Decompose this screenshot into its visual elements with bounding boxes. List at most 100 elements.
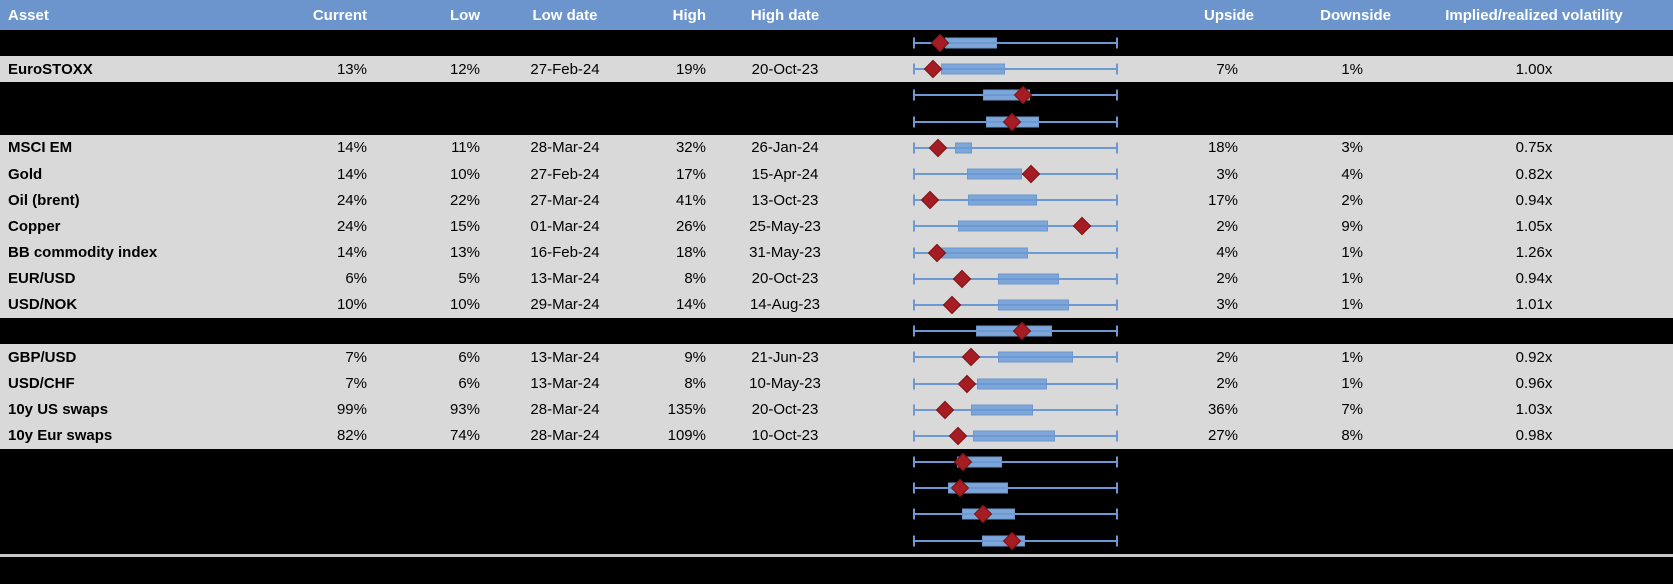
upside-cell: 2%	[1216, 218, 1238, 234]
table-header: Asset Current Low Low date High High dat…	[0, 0, 1673, 30]
low-date-cell: 27-Feb-24	[530, 61, 600, 77]
whisker-cap-left	[913, 273, 915, 285]
table-row	[0, 527, 1673, 554]
table-row: USD/CHF 7% 6% 13-Mar-24 8% 10-May-23 2% …	[0, 370, 1673, 397]
boxplot-cell	[858, 266, 1160, 292]
boxplot	[913, 135, 1118, 161]
asset-cell: GBP/USD	[8, 349, 77, 365]
implied-realized-cell: 0.82x	[1515, 166, 1553, 182]
asset-cell: EUR/USD	[8, 271, 76, 287]
boxplot	[913, 266, 1118, 292]
downside-cell: 4%	[1341, 166, 1363, 182]
current-cell: 14%	[336, 245, 367, 261]
boxplot	[913, 30, 1118, 56]
whisker-line	[913, 146, 1118, 149]
whisker-line	[913, 173, 1118, 176]
asset-cell: USD/NOK	[8, 297, 78, 313]
table-row	[0, 501, 1673, 528]
low-cell: 11%	[451, 140, 480, 156]
header-low: Low	[450, 7, 480, 23]
header-asset: Asset	[8, 7, 49, 23]
asset-cell: Oil (brent)	[8, 192, 80, 208]
high-cell: 8%	[684, 271, 706, 287]
boxplot	[913, 161, 1118, 187]
current-marker-icon	[952, 269, 972, 288]
table-row: MSCI EM 14% 11% 28-Mar-24 32% 26-Jan-24 …	[0, 134, 1673, 161]
low-date-cell: 13-Mar-24	[530, 271, 600, 287]
whisker-cap-right	[1116, 430, 1118, 442]
current-marker-icon	[948, 426, 968, 446]
table-row	[0, 82, 1673, 109]
implied-realized-cell: 0.92x	[1515, 349, 1553, 365]
table-row	[0, 30, 1673, 57]
current-cell: 99%	[336, 402, 367, 418]
whisker-cap-left	[913, 247, 915, 259]
boxplot	[913, 370, 1118, 396]
boxplot	[913, 528, 1118, 554]
whisker-cap-left	[913, 351, 915, 363]
table-row	[0, 475, 1673, 502]
whisker-cap-right	[1116, 351, 1118, 363]
boxplot-cell	[858, 213, 1160, 239]
current-marker-icon	[957, 374, 977, 393]
implied-realized-cell: 1.01x	[1515, 297, 1553, 313]
table-row: Gold 14% 10% 27-Feb-24 17% 15-Apr-24 3% …	[0, 160, 1673, 188]
low-cell: 12%	[449, 61, 480, 77]
downside-cell: 1%	[1341, 297, 1363, 313]
low-cell: 6%	[458, 376, 480, 392]
downside-cell: 9%	[1341, 218, 1363, 234]
whisker-line	[913, 382, 1118, 385]
boxplot-cell	[858, 187, 1160, 213]
whisker-cap-left	[913, 456, 915, 468]
high-date-cell: 14-Aug-23	[749, 297, 821, 313]
whisker-cap-right	[1116, 404, 1118, 416]
current-marker-icon	[942, 295, 962, 315]
downside-cell: 1%	[1341, 349, 1363, 365]
current-cell: 24%	[336, 218, 367, 234]
implied-realized-cell: 0.98x	[1515, 428, 1553, 444]
whisker-cap-left	[913, 482, 915, 494]
high-date-cell: 10-Oct-23	[751, 428, 819, 444]
implied-realized-cell: 1.26x	[1515, 245, 1553, 261]
table-row: 10y Eur swaps 82% 74% 28-Mar-24 109% 10-…	[0, 422, 1673, 449]
header-downside: Downside	[1320, 7, 1391, 23]
whisker-cap-right	[1116, 37, 1118, 49]
boxplot	[913, 344, 1118, 370]
whisker-line	[913, 42, 1118, 45]
current-cell: 13%	[336, 61, 367, 77]
current-marker-icon	[961, 348, 981, 367]
low-cell: 5%	[458, 271, 480, 287]
whisker-cap-right	[1116, 378, 1118, 390]
high-date-cell: 26-Jan-24	[751, 140, 819, 156]
boxplot	[913, 475, 1118, 501]
low-date-cell: 13-Mar-24	[530, 376, 600, 392]
whisker-cap-right	[1116, 194, 1118, 206]
low-cell: 10%	[449, 297, 480, 313]
table-row	[0, 318, 1673, 345]
high-date-cell: 21-Jun-23	[751, 349, 819, 365]
whisker-cap-right	[1116, 535, 1118, 547]
asset-cell: MSCI EM	[8, 140, 73, 156]
upside-cell: 18%	[1207, 140, 1238, 156]
current-marker-icon	[935, 400, 955, 419]
asset-cell: EuroSTOXX	[8, 61, 93, 77]
whisker-cap-right	[1116, 63, 1118, 75]
boxplot-cell	[858, 135, 1160, 161]
asset-cell: Copper	[8, 218, 61, 234]
whisker-line	[913, 68, 1118, 71]
low-date-cell: 28-Mar-24	[530, 140, 600, 156]
boxplot-cell	[858, 109, 1160, 135]
upside-cell: 2%	[1216, 271, 1238, 287]
asset-cell: 10y Eur swaps	[8, 428, 113, 444]
high-date-cell: 25-May-23	[749, 218, 821, 234]
whisker-cap-left	[913, 194, 915, 206]
low-cell: 22%	[449, 192, 480, 208]
low-date-cell: 29-Mar-24	[530, 297, 600, 313]
whisker-cap-right	[1116, 142, 1118, 154]
whisker-line	[913, 487, 1118, 490]
upside-cell: 3%	[1216, 166, 1238, 182]
downside-cell: 1%	[1341, 245, 1363, 261]
implied-realized-cell: 1.05x	[1515, 218, 1553, 234]
whisker-cap-right	[1116, 273, 1118, 285]
low-cell: 93%	[449, 402, 480, 418]
